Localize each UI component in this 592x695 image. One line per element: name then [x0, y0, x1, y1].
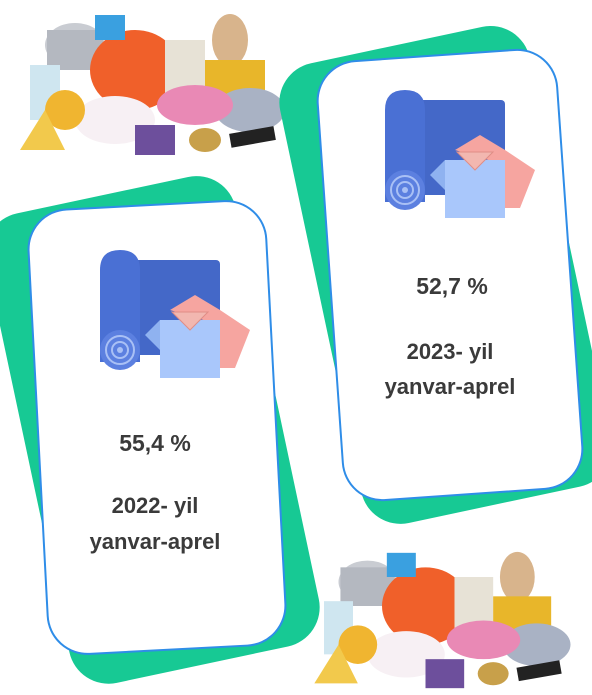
card-period: yanvar-aprel: [90, 529, 221, 554]
card-value: 52,7 %: [416, 273, 488, 299]
goods-image: [314, 551, 571, 689]
card-value: 55,4 %: [119, 430, 191, 456]
card-period: 2023- yil: [407, 339, 494, 364]
card-period: 2022- yil: [112, 493, 199, 518]
card: 52,7 % 2023- yil yanvar-aprel: [279, 25, 592, 524]
goods-image: [20, 14, 285, 155]
card-period: yanvar-aprel: [385, 374, 516, 399]
card: 55,4 % 2022- yil yanvar-aprel: [0, 176, 320, 684]
